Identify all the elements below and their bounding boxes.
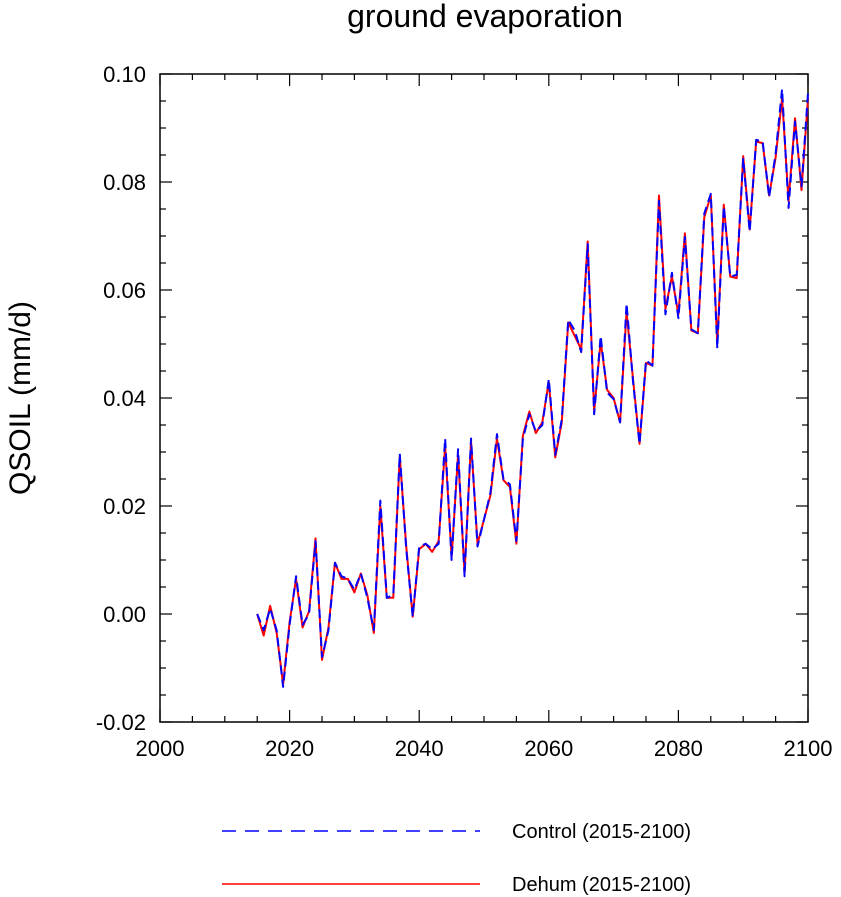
y-tick-label: 0.08: [103, 170, 146, 195]
y-tick-label: 0.04: [103, 386, 146, 411]
x-tick-label: 2040: [395, 736, 444, 761]
legend-dehum-label: Dehum (2015-2100): [512, 874, 691, 896]
x-tick-label: 2000: [136, 736, 185, 761]
y-tick-label: 0.10: [103, 62, 146, 87]
series-line-control: [256, 88, 809, 688]
chart-title: ground evaporation: [347, 0, 623, 34]
legend: Control (2015-2100) Dehum (2015-2100): [222, 821, 691, 896]
y-tick-label: -0.02: [96, 710, 146, 735]
y-axis-label: QSOIL (mm/d): [4, 301, 37, 495]
x-tick-label: 2080: [654, 736, 703, 761]
y-tick-label: 0.06: [103, 278, 146, 303]
y-tick-label: 0.02: [103, 494, 146, 519]
x-tick-label: 2100: [784, 736, 833, 761]
x-tick-label: 2060: [524, 736, 573, 761]
plot-frame: [159, 73, 809, 723]
x-tick-label: 2020: [265, 736, 314, 761]
legend-control-label: Control (2015-2100): [512, 821, 691, 843]
y-tick-label: 0.00: [103, 602, 146, 627]
series-line-dehum: [256, 97, 809, 686]
plot-area: 2000 2020 2040 2060 2080 2100 -0.02 0.00 0.02 0.0…: [96, 62, 833, 761]
